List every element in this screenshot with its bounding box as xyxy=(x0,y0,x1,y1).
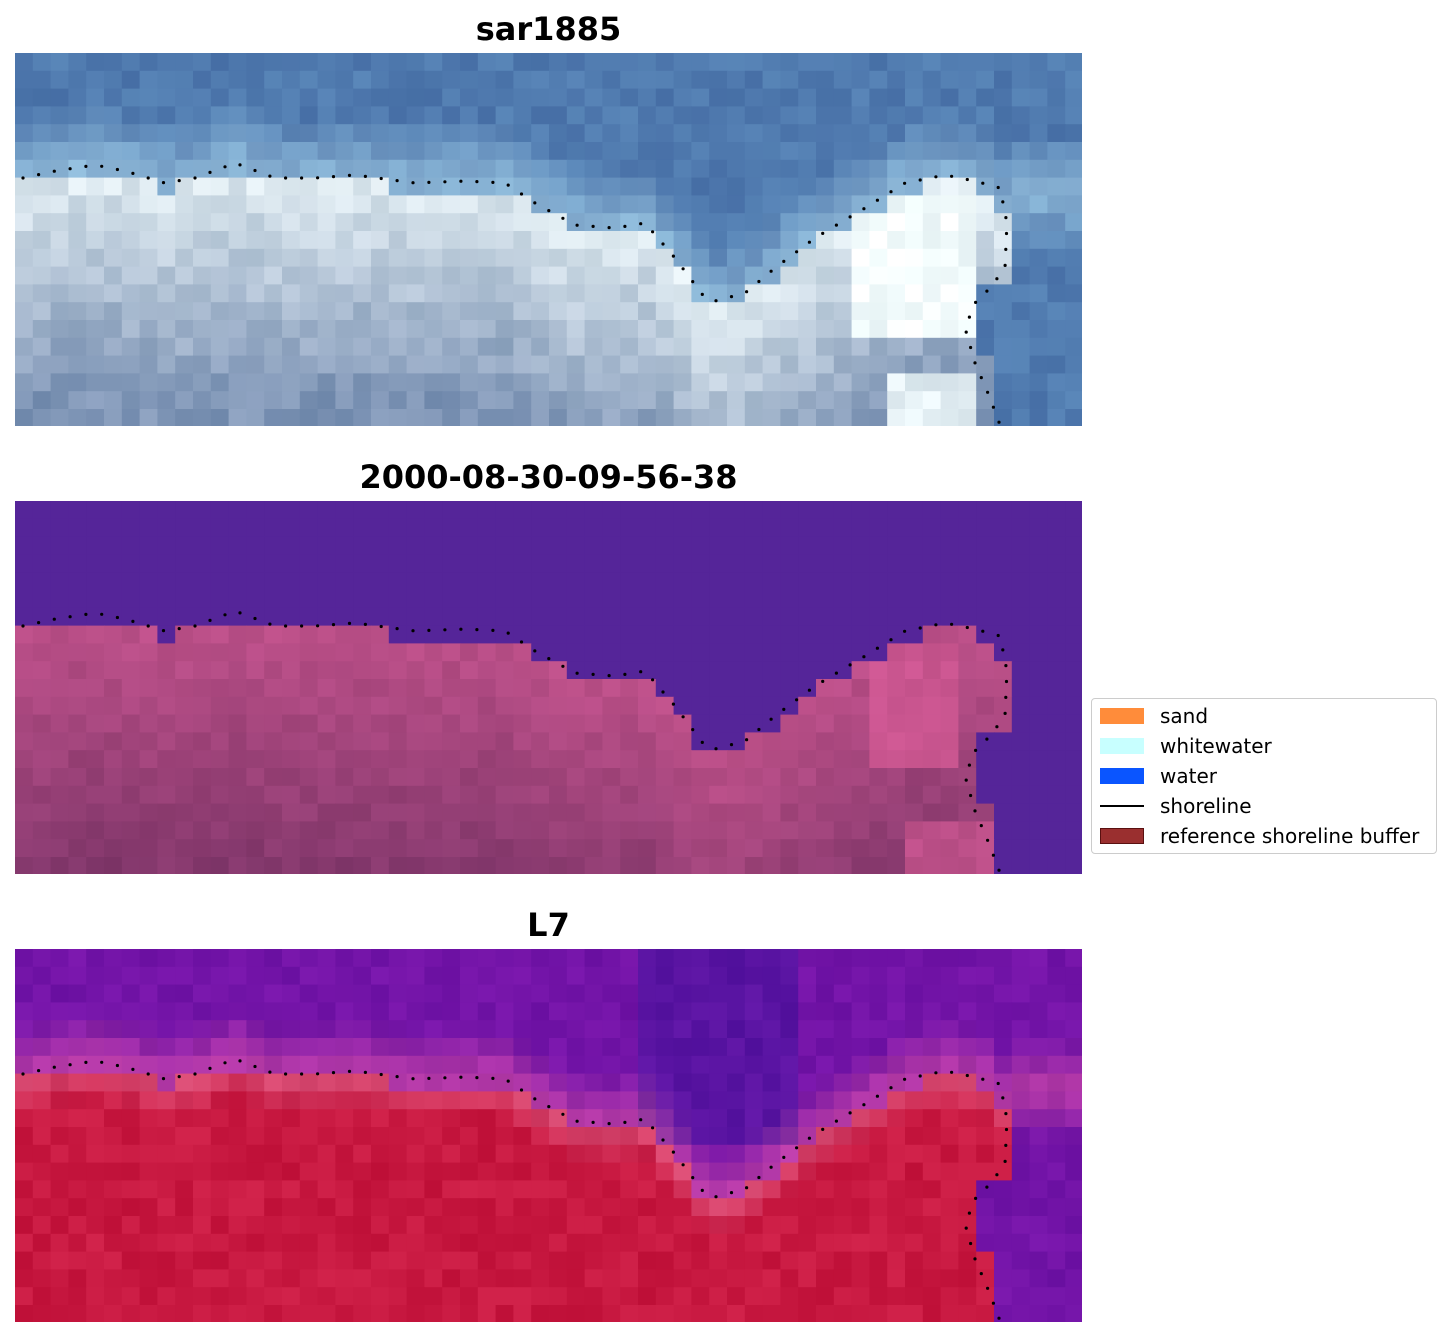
water-swatch xyxy=(1100,768,1144,784)
legend-item-buffer: reference shoreline buffer xyxy=(1100,824,1420,848)
panel-title-1: sar1885 xyxy=(475,10,622,48)
legend-item-whitewater: whitewater xyxy=(1100,734,1272,758)
sand-swatch xyxy=(1100,708,1144,724)
legend: sand whitewater water shoreline referenc… xyxy=(1091,698,1437,854)
image-panel-classified xyxy=(15,501,1082,874)
shoreline-line-swatch xyxy=(1100,805,1144,807)
legend-label-buffer: reference shoreline buffer xyxy=(1160,824,1420,848)
legend-item-water: water xyxy=(1100,764,1217,788)
legend-item-shoreline: shoreline xyxy=(1100,794,1252,818)
legend-label-sand: sand xyxy=(1160,704,1209,728)
shoreline-dots xyxy=(21,1059,1009,1320)
classified-image xyxy=(15,501,1082,874)
image-panel-index xyxy=(15,949,1082,1322)
whitewater-swatch xyxy=(1100,738,1144,754)
legend-item-sand: sand xyxy=(1100,704,1209,728)
shoreline-dots xyxy=(21,611,1009,872)
image-panel-rgb xyxy=(15,53,1082,426)
legend-label-shoreline: shoreline xyxy=(1160,794,1252,818)
index-image xyxy=(15,949,1082,1322)
panel-title-3: L7 xyxy=(527,906,570,944)
rgb-image xyxy=(15,53,1082,426)
buffer-swatch xyxy=(1100,828,1144,844)
legend-label-whitewater: whitewater xyxy=(1160,734,1272,758)
shoreline-dots xyxy=(21,163,1009,424)
legend-label-water: water xyxy=(1160,764,1217,788)
panel-title-2: 2000-08-30-09-56-38 xyxy=(359,458,738,496)
